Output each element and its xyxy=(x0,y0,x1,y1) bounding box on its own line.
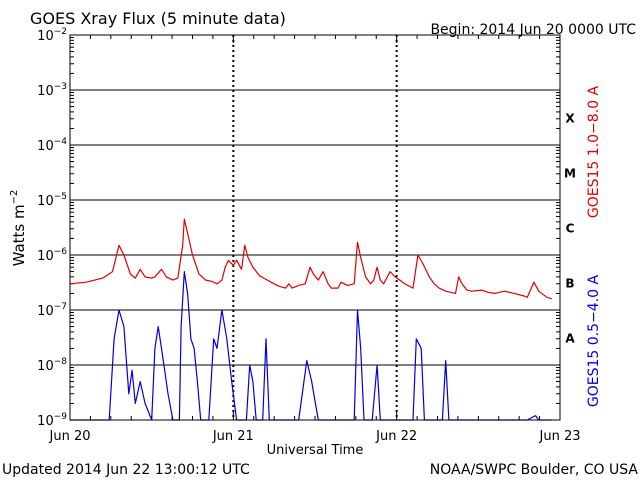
x-axis-label: Universal Time xyxy=(267,443,364,458)
legend-short-channel: GOES15 0.5−4.0 A xyxy=(586,275,602,408)
y-tick-label: 10−5 xyxy=(37,192,67,209)
y-tick-exponent: −5 xyxy=(54,192,67,202)
flare-class-label: M xyxy=(564,167,576,181)
flare-class-label: C xyxy=(566,222,575,236)
y-tick-base: 10 xyxy=(37,414,54,429)
y-tick-label: 10−4 xyxy=(37,137,67,154)
y-tick-base: 10 xyxy=(37,194,54,209)
axis-ticks xyxy=(69,34,561,421)
y-tick-label: 10−2 xyxy=(37,27,67,44)
y-tick-base: 10 xyxy=(37,29,54,44)
grid-lines xyxy=(70,35,560,420)
x-tick-label: Jun 21 xyxy=(212,429,254,444)
flare-class-label: A xyxy=(565,332,575,346)
short-channel-line xyxy=(70,271,552,421)
updated-timestamp: Updated 2014 Jun 22 13:00:12 UTC xyxy=(2,462,250,478)
flare-class-labels: A B C M X xyxy=(564,112,576,346)
y-axis-label-base: Watts m xyxy=(10,204,28,266)
y-tick-exponent: −7 xyxy=(54,302,67,312)
x-tick-labels: Jun 20 Jun 21 Jun 22 Jun 23 xyxy=(49,429,581,444)
x-tick-label: Jun 22 xyxy=(375,429,417,444)
y-tick-label: 10−6 xyxy=(37,247,67,264)
long-channel-line xyxy=(69,218,552,300)
x-tick-label: Jun 20 xyxy=(49,429,91,444)
y-tick-label: 10−3 xyxy=(37,82,67,99)
y-tick-base: 10 xyxy=(37,249,54,264)
y-tick-exponent: −4 xyxy=(54,137,68,147)
y-tick-label: 10−8 xyxy=(37,357,67,374)
y-tick-label: 10−9 xyxy=(37,412,67,429)
chart-title: GOES Xray Flux (5 minute data) xyxy=(30,9,286,28)
flare-class-label: X xyxy=(565,112,575,126)
y-tick-labels: 10−910−810−710−610−510−410−310−2 xyxy=(37,27,67,429)
legend-long-channel: GOES15 1.0−8.0 A xyxy=(586,86,602,219)
begin-timestamp: Begin: 2014 Jun 20 0000 UTC xyxy=(430,22,636,38)
y-tick-base: 10 xyxy=(37,139,54,154)
x-tick-label: Jun 23 xyxy=(539,429,581,444)
series-lines xyxy=(69,218,552,421)
y-axis-label: Watts m−2 xyxy=(9,190,28,267)
y-tick-base: 10 xyxy=(37,84,54,99)
plot-frame xyxy=(69,34,561,421)
y-tick-exponent: −2 xyxy=(54,27,67,37)
y-tick-exponent: −3 xyxy=(54,82,67,92)
y-tick-label: 10−7 xyxy=(37,302,67,319)
y-axis-label-exp: −2 xyxy=(9,190,20,205)
flare-class-label: B xyxy=(565,277,574,291)
y-tick-exponent: −8 xyxy=(54,357,68,367)
y-tick-exponent: −9 xyxy=(54,412,68,422)
y-tick-base: 10 xyxy=(37,304,54,319)
y-tick-base: 10 xyxy=(37,359,54,374)
credit-text: NOAA/SWPC Boulder, CO USA xyxy=(430,462,639,478)
y-tick-exponent: −6 xyxy=(54,247,68,257)
